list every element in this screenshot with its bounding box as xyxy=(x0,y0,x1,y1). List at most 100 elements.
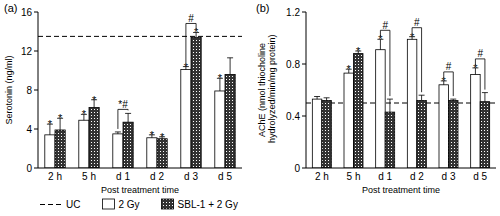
bar xyxy=(147,138,157,168)
y-tick xyxy=(302,116,306,117)
bar xyxy=(471,74,481,168)
y-axis xyxy=(306,12,307,168)
y-tick xyxy=(302,168,306,169)
bar xyxy=(322,100,332,168)
significance-bracket xyxy=(118,109,128,129)
y-axis-label: Serotonin (ng/ml) xyxy=(4,55,14,124)
figure: (a)Serotonin (ng/ml)04812162 h5 hd 1d 2d… xyxy=(0,0,500,216)
bar xyxy=(55,130,65,168)
y-tick xyxy=(34,168,38,169)
bar xyxy=(113,134,123,168)
x-tick-label: d 5 xyxy=(218,171,232,182)
legend-label: UC xyxy=(66,199,80,210)
bar xyxy=(439,85,449,168)
significance-bracket xyxy=(475,59,485,90)
error-cap xyxy=(125,113,131,114)
bar xyxy=(157,139,167,168)
error-bar xyxy=(389,99,390,112)
y-tick-label: 1.2 xyxy=(286,7,300,18)
panel-title: (b) xyxy=(256,2,269,14)
legend-swatch xyxy=(162,199,174,209)
x-axis-label: Post treatment time xyxy=(362,185,440,195)
significance-marker: * xyxy=(150,129,155,141)
bracket-label: *# xyxy=(118,99,128,110)
bracket-label: # xyxy=(382,20,388,31)
significance-bracket xyxy=(186,23,196,63)
y-tick xyxy=(34,90,38,91)
significance-marker: * xyxy=(48,118,53,130)
panel: (b) AChE (nmol thiocholine hydrolyzed/min… xyxy=(256,2,496,195)
bracket-label: # xyxy=(414,17,420,28)
bar xyxy=(449,100,459,168)
panel: (a)Serotonin (ng/ml)04812162 h5 hd 1d 2d… xyxy=(4,2,242,195)
x-tick-label: d 1 xyxy=(116,171,130,182)
bar xyxy=(181,70,191,168)
y-tick xyxy=(302,12,306,13)
y-axis-label-line: AChE (nmol thiocholine xyxy=(257,43,267,137)
x-tick-label: 5 h xyxy=(347,171,361,182)
bar xyxy=(354,54,364,168)
x-axis xyxy=(306,168,496,169)
x-tick-label: d 5 xyxy=(473,171,487,182)
x-axis-label: Post treatment time xyxy=(101,185,179,195)
bar xyxy=(385,112,395,168)
bar xyxy=(225,74,235,168)
bar xyxy=(417,100,427,168)
error-cap xyxy=(450,99,456,100)
y-tick-label: 0.4 xyxy=(286,111,300,122)
bar xyxy=(89,108,99,168)
error-cap xyxy=(482,92,488,93)
x-tick-label: d 3 xyxy=(442,171,456,182)
significance-marker: * xyxy=(160,131,165,143)
significance-marker: * xyxy=(82,108,87,120)
legend-label: SBL-1 + 2 Gy xyxy=(178,199,238,210)
significance-marker: * xyxy=(218,72,223,84)
y-tick-label: 4 xyxy=(26,124,32,135)
bar xyxy=(79,120,89,168)
bar xyxy=(407,39,417,168)
significance-marker: * xyxy=(58,112,63,124)
y-axis-label: AChE (nmol thiocholine hydrolyzed/min/mg… xyxy=(257,34,277,145)
bar xyxy=(344,73,354,168)
panel-title: (a) xyxy=(4,2,17,14)
x-tick-label: 2 h xyxy=(315,171,329,182)
significance-marker: * xyxy=(347,63,352,75)
error-bar xyxy=(421,95,422,100)
y-tick xyxy=(34,129,38,130)
reference-line xyxy=(306,103,496,104)
y-tick-label: 8 xyxy=(26,85,32,96)
bar xyxy=(312,99,322,168)
x-tick-label: 5 h xyxy=(82,171,96,182)
error-cap xyxy=(387,99,393,100)
bar xyxy=(376,50,386,168)
y-tick xyxy=(34,51,38,52)
y-tick xyxy=(34,12,38,13)
significance-bracket xyxy=(444,72,454,96)
bracket-label: # xyxy=(446,61,452,72)
bracket-label: # xyxy=(188,13,194,24)
legend-swatch xyxy=(102,199,114,209)
plot-area xyxy=(38,32,242,168)
x-tick-label: d 1 xyxy=(378,171,392,182)
legend: UC 2 Gy SBL-1 + 2 Gy xyxy=(40,199,238,210)
error-cap xyxy=(314,96,320,97)
bar xyxy=(45,135,55,168)
y-axis xyxy=(38,12,39,168)
y-tick-label: 0 xyxy=(294,163,300,174)
reference-line xyxy=(38,36,242,37)
x-tick-label: d 2 xyxy=(150,171,164,182)
significance-bracket xyxy=(412,28,422,93)
x-tick-label: 2 h xyxy=(48,171,62,182)
y-tick-label: 0.8 xyxy=(286,59,300,70)
legend-line xyxy=(40,204,62,205)
significance-marker: * xyxy=(92,94,97,106)
error-bar xyxy=(230,58,231,75)
bar xyxy=(480,102,490,168)
bracket-label: # xyxy=(477,48,483,59)
y-tick-label: 12 xyxy=(21,46,33,57)
x-tick-label: d 2 xyxy=(410,171,424,182)
y-axis-label-line: hydrolyzed/min/mg protein) xyxy=(267,34,277,145)
legend-label: 2 Gy xyxy=(118,199,139,210)
bar xyxy=(215,91,225,168)
y-tick xyxy=(302,64,306,65)
